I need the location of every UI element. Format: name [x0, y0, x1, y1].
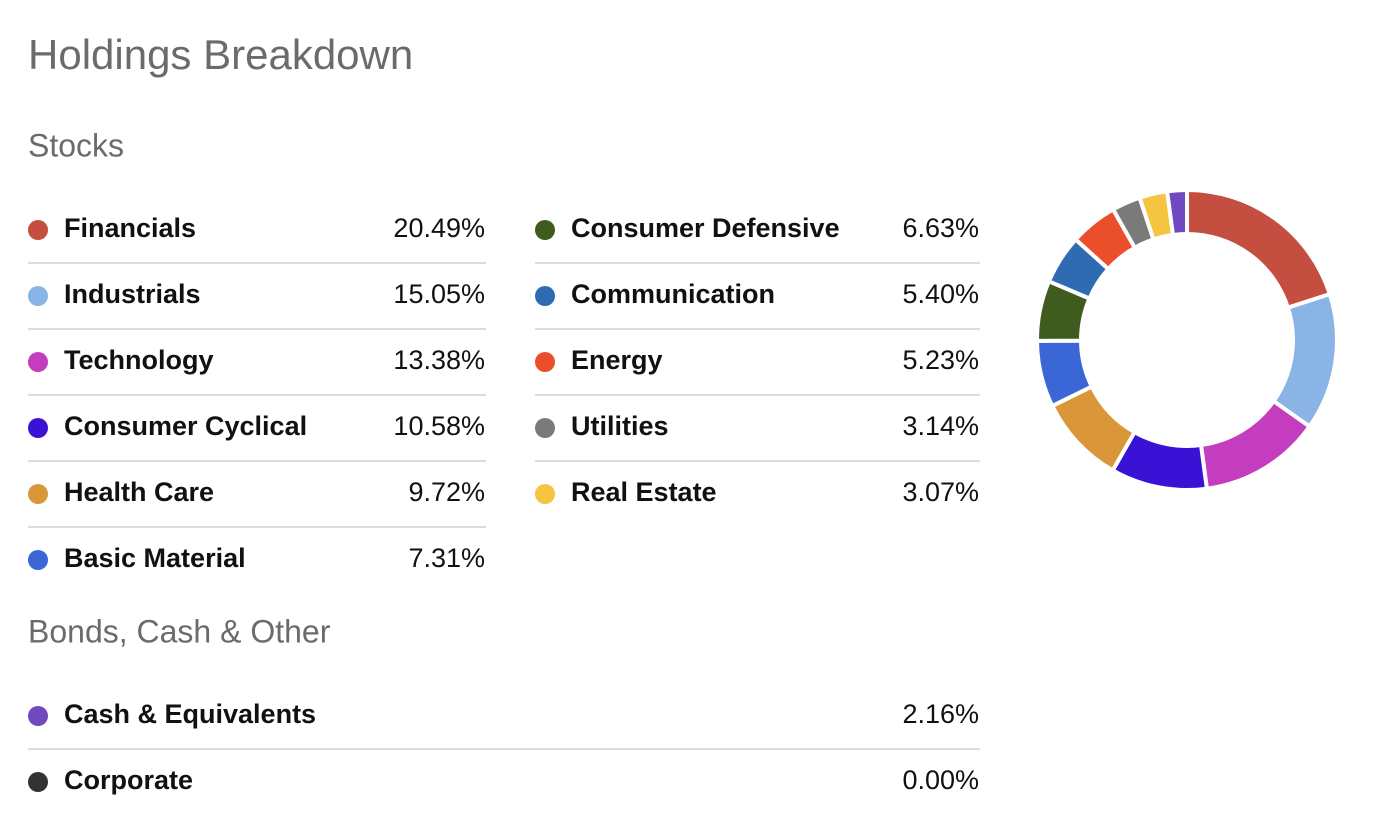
category-label: Technology — [64, 345, 214, 375]
section-title: Bonds, Cash & Other — [28, 613, 331, 649]
donut-segment — [1185, 188, 1332, 310]
category-label: Real Estate — [571, 477, 717, 507]
value-label: 15.05% — [393, 279, 485, 309]
category-label: Industrials — [64, 279, 201, 309]
legend-dot — [28, 706, 48, 726]
legend-dot — [28, 286, 48, 306]
legend-dot — [28, 484, 48, 504]
category-label: Energy — [571, 345, 663, 375]
category-label: Financials — [64, 213, 196, 243]
legend-dot — [535, 286, 555, 306]
title: Holdings Breakdown — [28, 31, 413, 78]
value-label: 0.00% — [902, 765, 979, 795]
donut — [1034, 188, 1339, 492]
donut-segment — [1165, 188, 1189, 237]
legend-dot — [535, 220, 555, 240]
legend-dot — [28, 418, 48, 438]
value-label: 3.14% — [902, 411, 979, 441]
value-label: 13.38% — [393, 345, 485, 375]
value-label: 6.63% — [902, 213, 979, 243]
legend-dot — [28, 550, 48, 570]
category-label: Corporate — [64, 765, 193, 795]
legend-dot — [28, 772, 48, 792]
donut-segment — [1199, 399, 1312, 491]
legend-dot — [28, 352, 48, 372]
category-label: Consumer Cyclical — [64, 411, 307, 441]
category-label: Basic Material — [64, 543, 246, 573]
category-label: Cash & Equivalents — [64, 699, 316, 729]
value-label: 7.31% — [408, 543, 485, 573]
value-label: 5.23% — [902, 345, 979, 375]
value-label: 9.72% — [408, 477, 485, 507]
value-label: 5.40% — [902, 279, 979, 309]
category-label: Consumer Defensive — [571, 213, 840, 243]
legend-dot — [535, 352, 555, 372]
category-label: Health Care — [64, 477, 214, 507]
section-title: Stocks — [28, 127, 124, 163]
category-label: Communication — [571, 279, 775, 309]
value-label: 3.07% — [902, 477, 979, 507]
value-label: 20.49% — [393, 213, 485, 243]
legend-dot — [535, 484, 555, 504]
legend-dot — [28, 220, 48, 240]
category-label: Utilities — [571, 411, 669, 441]
value-label: 2.16% — [902, 699, 979, 729]
legend-dot — [535, 418, 555, 438]
value-label: 10.58% — [393, 411, 485, 441]
